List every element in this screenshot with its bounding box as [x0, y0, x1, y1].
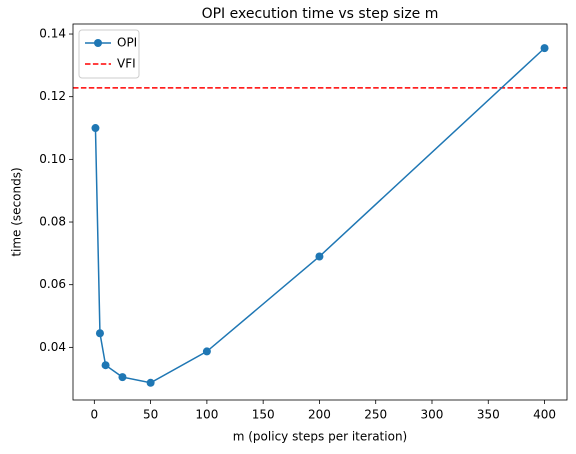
legend-label: OPI [117, 36, 137, 50]
plot-frame [72, 23, 568, 401]
x-tick-label: 300 [421, 408, 444, 422]
x-tick-label: 50 [143, 408, 158, 422]
x-tick-label: 100 [195, 408, 218, 422]
data-point [91, 124, 100, 133]
y-tick-label: 0.04 [39, 340, 66, 354]
series-line [94, 47, 546, 384]
x-tick-label: 400 [533, 408, 556, 422]
legend: OPI VFI [78, 29, 140, 79]
x-tick-label: 250 [364, 408, 387, 422]
legend-marker [94, 39, 102, 47]
data-point [146, 378, 155, 387]
data-point [540, 44, 549, 53]
y-tick-label: 0.14 [39, 27, 66, 41]
x-tick-label: 150 [252, 408, 275, 422]
y-tick-label: 0.08 [39, 215, 66, 229]
data-point [202, 347, 211, 356]
chart-title: OPI execution time vs step size m [202, 6, 439, 22]
data-point [101, 361, 110, 370]
data-point [95, 329, 104, 338]
legend-label: VFI [117, 57, 136, 71]
y-tick-label: 0.12 [39, 89, 66, 103]
legend-frame [78, 29, 140, 79]
x-axis-label: m (policy steps per iteration) [233, 430, 407, 444]
x-tick-label: 200 [308, 408, 331, 422]
y-axis-label: time (seconds) [10, 167, 24, 256]
x-tick-label: 350 [477, 408, 500, 422]
data-point [118, 373, 127, 382]
y-tick-label: 0.10 [39, 152, 66, 166]
data-point [315, 252, 324, 261]
x-tick-label: 0 [91, 408, 99, 422]
y-tick-label: 0.06 [39, 277, 66, 291]
